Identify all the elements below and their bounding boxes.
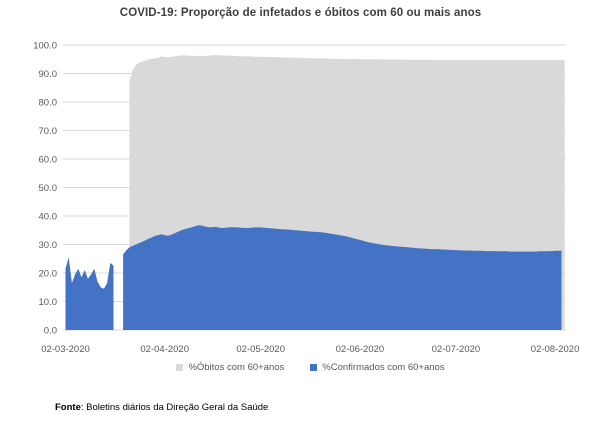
legend-marker-obitos-swatch <box>176 364 184 371</box>
legend-label-confirmados: %Confirmados com 60+anos <box>322 362 445 373</box>
x-tick-label: 02-07-2020 <box>432 344 481 355</box>
area-series-confirmados <box>123 225 562 330</box>
y-tick-label: 60.0 <box>39 154 58 165</box>
source-label: Fonte <box>55 402 81 413</box>
x-tick-label: 02-04-2020 <box>140 344 189 355</box>
y-tick-label: 30.0 <box>39 240 58 251</box>
chart-legend: %Óbitos com 60+anos %Confirmados com 60+… <box>10 362 601 373</box>
area-chart-plot: 0.0 10.0 20.0 30.0 40.0 50.0 60.0 70.0 80.0 90.0 1… <box>33 40 580 355</box>
y-tick-label: 10.0 <box>39 297 58 308</box>
source-note: Fonte: Boletins diários da Direção Geral… <box>55 402 268 413</box>
legend-item-confirmados: %Confirmados com 60+anos <box>310 362 445 373</box>
source-text: : Boletins diários da Direção Geral da S… <box>80 402 269 413</box>
legend-item-obitos: %Óbitos com 60+anos <box>176 362 284 373</box>
area-series-confirmados <box>65 257 114 330</box>
y-tick-label: 90.0 <box>39 69 58 80</box>
x-tick-label: 02-06-2020 <box>336 344 385 355</box>
legend-marker-confirmados-swatch <box>310 364 318 371</box>
chart-title: COVID-19: Proporção de infetados e óbito… <box>119 7 482 19</box>
legend-label-obitos: %Óbitos com 60+anos <box>188 362 285 373</box>
y-tick-label: 100.0 <box>33 40 57 51</box>
y-tick-label: 80.0 <box>39 97 58 108</box>
y-tick-label: 0.0 <box>44 325 57 336</box>
y-tick-label: 50.0 <box>39 183 58 194</box>
x-tick-label: 02-08-2020 <box>531 344 580 355</box>
y-tick-label: 40.0 <box>39 211 58 222</box>
x-tick-label: 02-03-2020 <box>41 344 90 355</box>
x-tick-label: 02-05-2020 <box>236 344 285 355</box>
y-tick-label: 20.0 <box>39 268 58 279</box>
y-tick-label: 70.0 <box>39 126 58 137</box>
